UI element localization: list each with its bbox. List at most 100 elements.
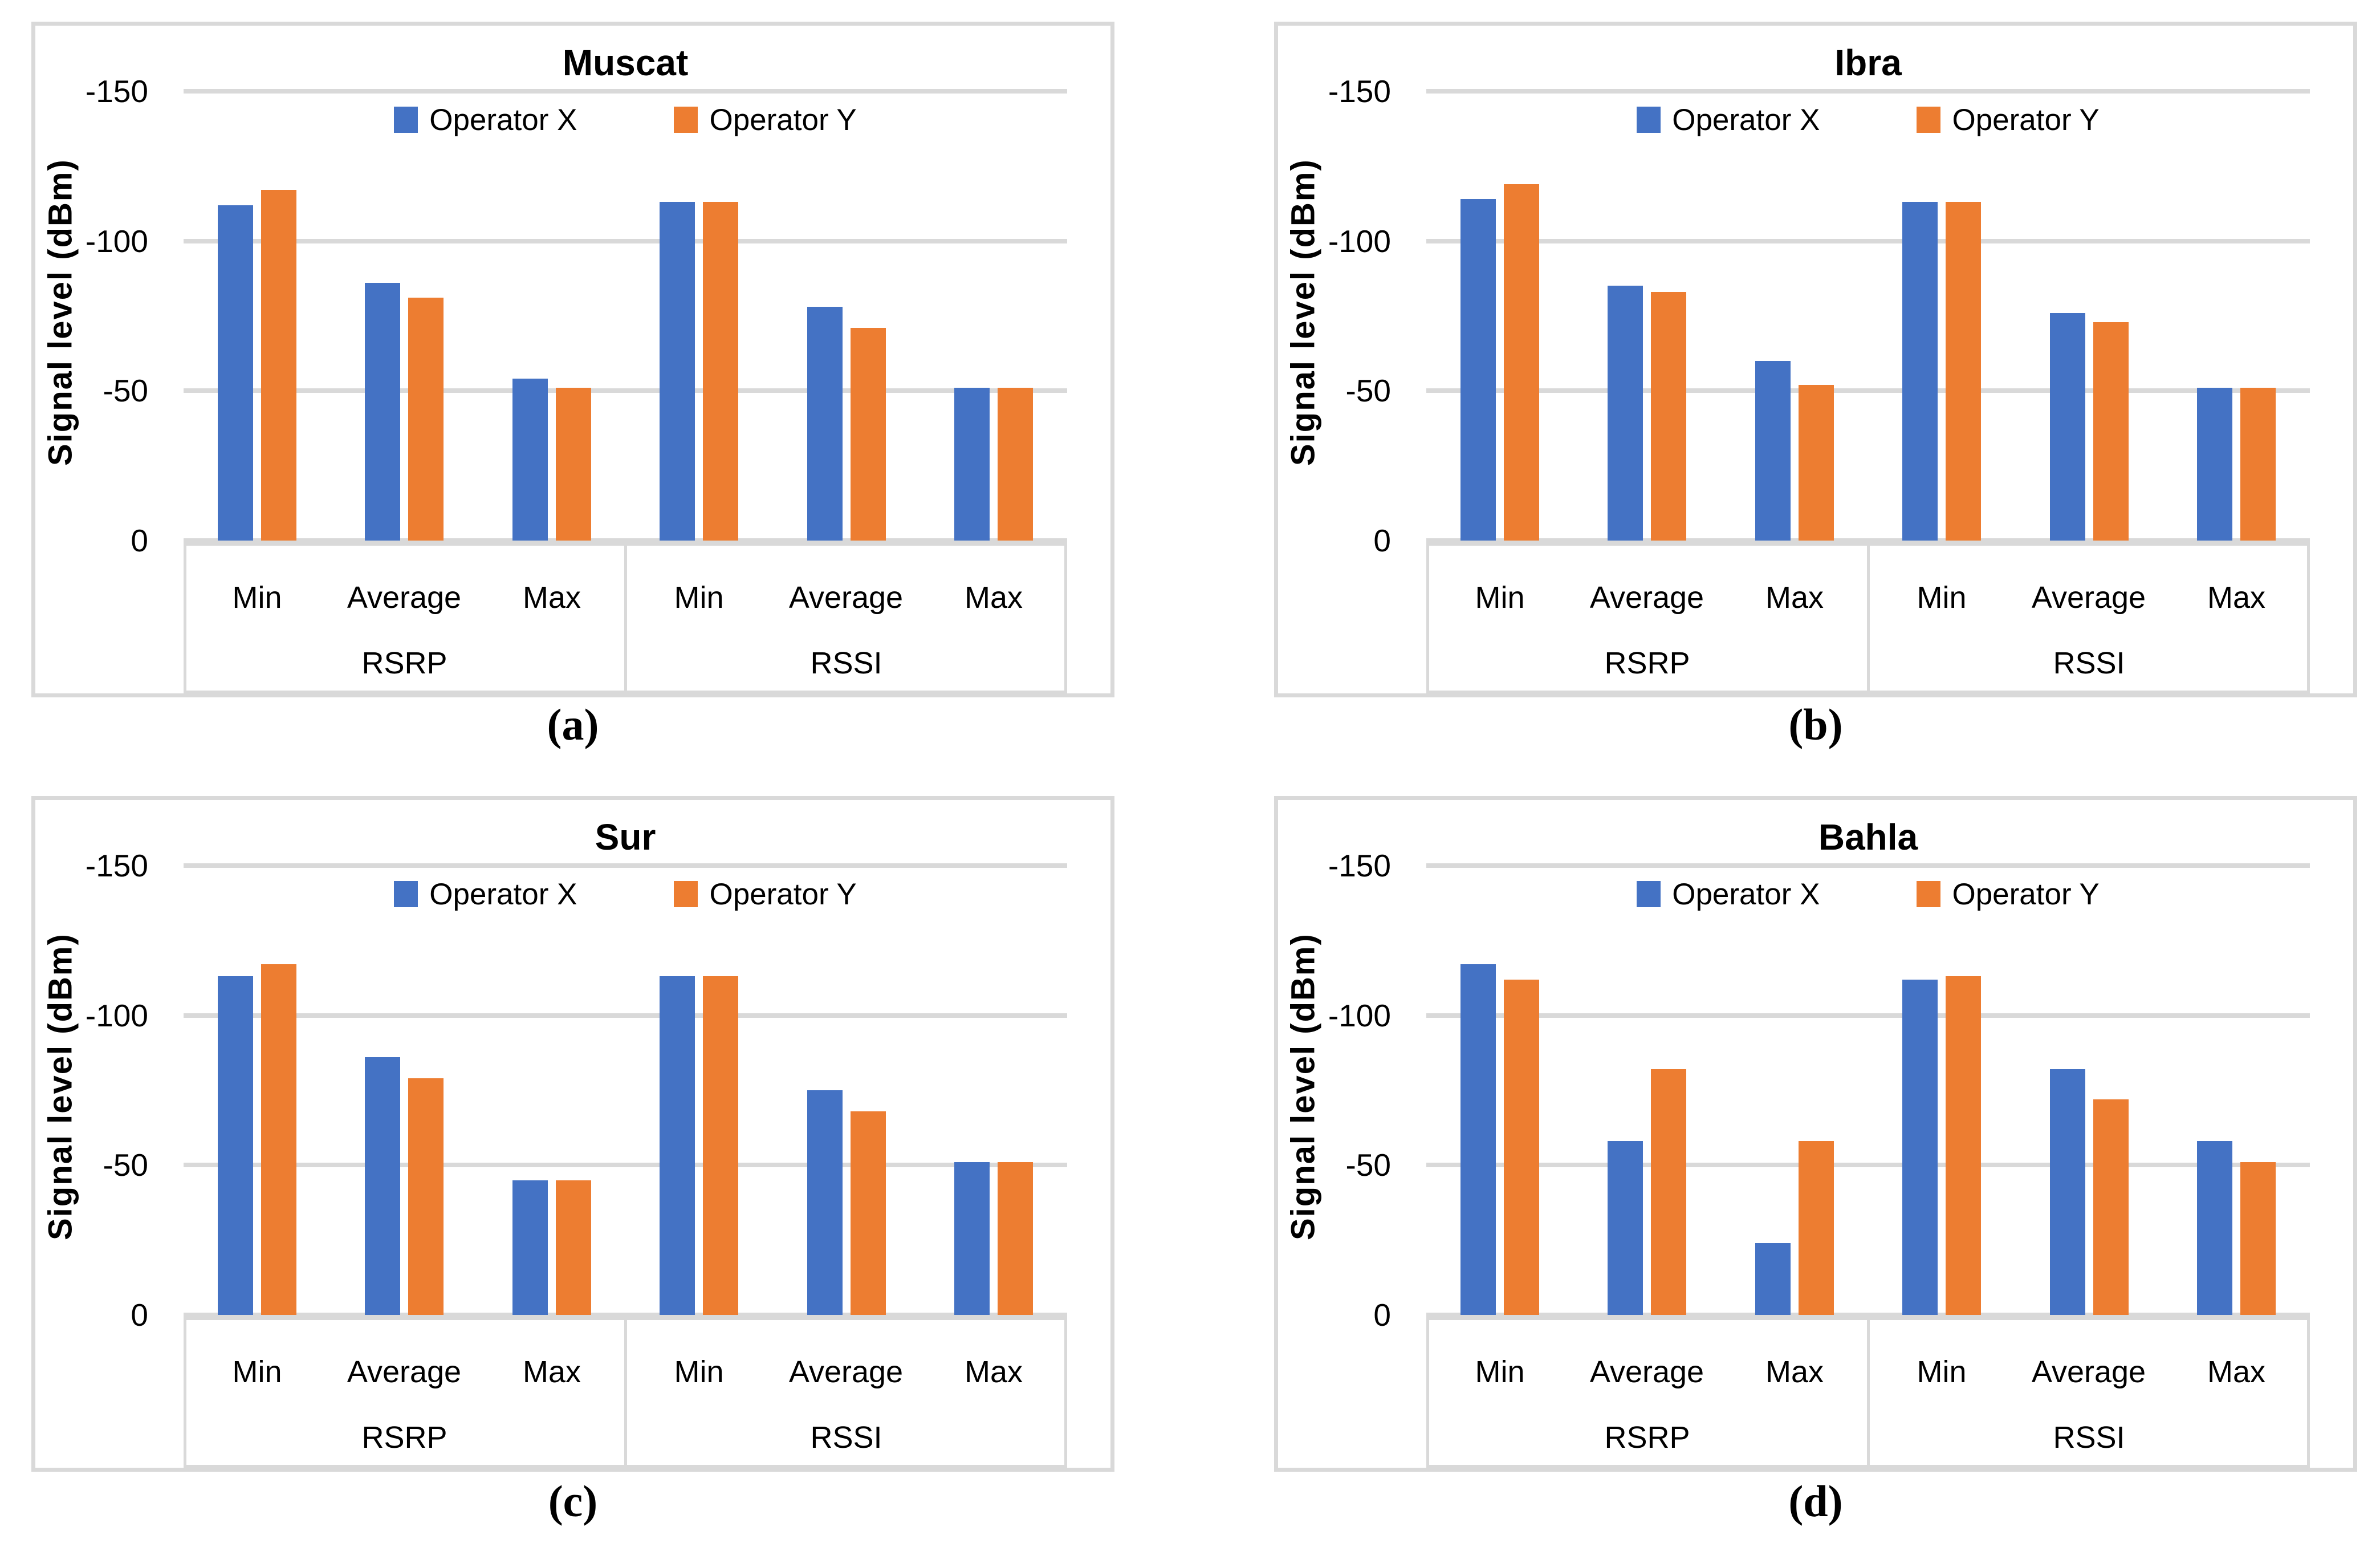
bar-muscat-operator-y-rssi-min (703, 202, 738, 541)
bar-ibra-operator-y-rsrp-min (1504, 184, 1539, 541)
group-label-rsrp: RSRP (361, 1420, 447, 1455)
category-label-max: Max (522, 1355, 581, 1389)
bar-sur-operator-y-rssi-min (703, 976, 738, 1315)
bar-bahla-operator-x-rsrp-max (1755, 1243, 1791, 1315)
y-axis-tick-label: -150 (85, 74, 148, 109)
y-axis-tick-label: -100 (1328, 997, 1391, 1033)
gridline-0 (1426, 538, 2310, 543)
bar-ibra-operator-x-rssi-min (1902, 202, 1938, 541)
bar-sur-operator-x-rsrp-average (365, 1057, 400, 1315)
plot-area-muscat: Muscat -150 -100 -50 0 Signal level (dBm) Oper… (35, 26, 1110, 693)
legend-label: Operator X (1672, 103, 1820, 137)
gridline--150 (1426, 89, 2310, 94)
bar-muscat-operator-y-rssi-average (851, 328, 886, 541)
category-label-min: Min (674, 1355, 724, 1389)
category-label-min: Min (1917, 580, 1967, 615)
y-axis-title: Signal level (dBm) (42, 159, 79, 466)
group-label-rssi: RSSI (810, 1420, 882, 1455)
bar-ibra-operator-x-rsrp-max (1755, 361, 1791, 541)
category-label-min: Min (232, 580, 282, 615)
bar-sur-operator-y-rssi-average (851, 1111, 886, 1315)
legend-item-operator-x: Operator X (394, 103, 577, 137)
gridline-0 (184, 1313, 1067, 1317)
bar-bahla-operator-y-rsrp-max (1799, 1141, 1834, 1315)
bar-bahla-operator-x-rsrp-min (1460, 964, 1496, 1315)
legend: Operator X Operator Y (1426, 873, 2310, 915)
gridline-0 (184, 538, 1067, 543)
category-label-average: Average (347, 580, 462, 615)
category-label-min: Min (1917, 1355, 1967, 1389)
group-label-rsrp: RSRP (361, 646, 447, 680)
gridline--150 (184, 863, 1067, 868)
category-label-average: Average (788, 1355, 904, 1389)
category-label-min: Min (1475, 1355, 1525, 1389)
y-axis-tick-label: -150 (1328, 848, 1391, 883)
bar-bahla-operator-y-rssi-min (1946, 976, 1981, 1315)
bar-bahla-operator-x-rssi-average (2050, 1069, 2085, 1315)
group-divider (1867, 543, 1870, 693)
legend-item-operator-y: Operator Y (674, 103, 857, 137)
chart-panel-bahla: Bahla -150 -100 -50 0 Signal level (dBm) Opera… (1274, 796, 2357, 1472)
chart-title: Bahla (1818, 817, 1918, 858)
category-label-max: Max (522, 580, 581, 615)
bar-sur-operator-y-rssi-max (998, 1162, 1033, 1315)
category-label-max: Max (2207, 580, 2265, 615)
legend-marker-operator-x (394, 107, 418, 133)
y-axis-tick-label: -150 (85, 848, 148, 883)
legend-label: Operator Y (709, 877, 857, 911)
legend-label: Operator X (1672, 877, 1820, 911)
group-divider (624, 543, 627, 693)
gridline--100 (1426, 238, 2310, 243)
chart-panel-ibra: Ibra -150 -100 -50 0 Signal level (dBm) Operat… (1274, 22, 2357, 697)
y-axis-tick-label: -50 (103, 373, 149, 409)
bar-muscat-operator-x-rsrp-min (218, 205, 253, 541)
bar-ibra-operator-y-rssi-average (2093, 322, 2129, 541)
bar-ibra-operator-y-rssi-max (2240, 388, 2276, 541)
y-axis-tick-label: 0 (1373, 523, 1391, 558)
gridline--50 (1426, 388, 2310, 393)
legend-item-operator-y: Operator Y (674, 877, 857, 912)
gridline--50 (184, 1163, 1067, 1168)
y-axis-tick-label: -100 (1328, 223, 1391, 259)
category-label-average: Average (788, 580, 904, 615)
chart-panel-sur: Sur -150 -100 -50 0 Signal level (dBm) Operato… (31, 796, 1114, 1472)
legend-marker-operator-y (1917, 881, 1941, 907)
group-label-rssi: RSSI (810, 646, 882, 680)
category-label-min: Min (674, 580, 724, 615)
y-axis-tick-label: -150 (1328, 74, 1391, 109)
bar-sur-operator-x-rssi-max (954, 1162, 990, 1315)
bar-ibra-operator-x-rssi-average (2050, 313, 2085, 541)
panel-caption-ibra: (b) (1788, 700, 1843, 749)
gridline--100 (1426, 1013, 2310, 1018)
bar-muscat-operator-y-rsrp-min (261, 190, 296, 541)
legend-marker-operator-x (1637, 107, 1661, 133)
category-label-average: Average (347, 1355, 462, 1389)
gridline--50 (1426, 1163, 2310, 1168)
bar-sur-operator-y-rsrp-average (408, 1078, 444, 1315)
legend-label: Operator X (429, 877, 577, 911)
group-divider (1867, 1317, 1870, 1468)
category-label-max: Max (964, 580, 1023, 615)
category-label-max: Max (964, 1355, 1023, 1389)
legend-item-operator-x: Operator X (394, 877, 577, 912)
plot-area-sur: Sur -150 -100 -50 0 Signal level (dBm) Operato… (35, 800, 1110, 1468)
legend-label: Operator Y (709, 103, 857, 137)
bar-bahla-operator-y-rssi-max (2240, 1162, 2276, 1315)
gridline--50 (184, 388, 1067, 393)
category-label-average: Average (1589, 580, 1704, 615)
bar-sur-operator-y-rsrp-min (261, 964, 296, 1315)
bar-bahla-operator-x-rssi-max (2197, 1141, 2232, 1315)
bar-muscat-operator-x-rssi-average (807, 307, 843, 541)
y-axis-tick-label: 0 (1373, 1297, 1391, 1333)
legend: Operator X Operator Y (184, 99, 1067, 141)
bar-muscat-operator-x-rssi-max (954, 388, 990, 541)
bar-bahla-operator-x-rsrp-average (1608, 1141, 1643, 1315)
group-divider (624, 1317, 627, 1468)
legend-label: Operator Y (1952, 103, 2100, 137)
legend-item-operator-y: Operator Y (1917, 103, 2100, 137)
bar-sur-operator-x-rsrp-min (218, 976, 253, 1315)
category-label-min: Min (1475, 580, 1525, 615)
panel-caption-sur: (c) (548, 1476, 598, 1526)
bar-muscat-operator-y-rssi-max (998, 388, 1033, 541)
